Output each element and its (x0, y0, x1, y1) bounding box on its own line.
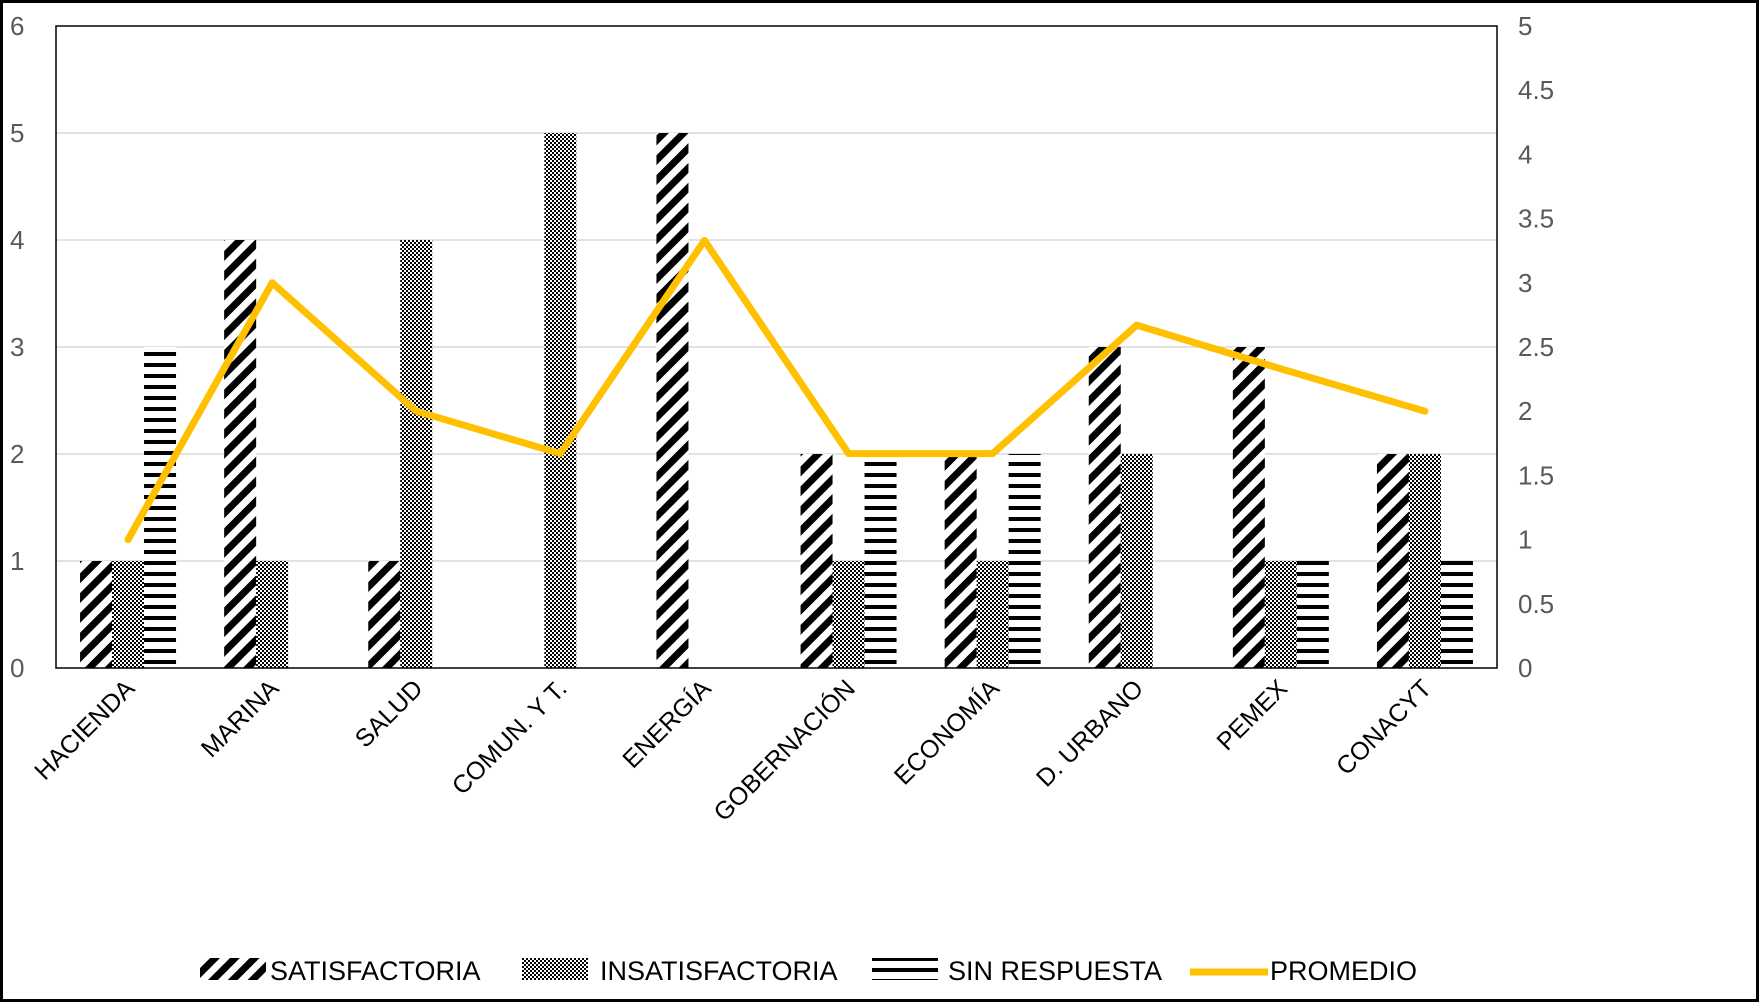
bar-insatisfactoria (832, 561, 865, 668)
y2-tick-label: 4 (1518, 139, 1532, 169)
bar-satisfactoria (1088, 347, 1121, 668)
x-tick-label: COMUN. Y T. (447, 674, 573, 800)
legend-label: SIN RESPUESTA (948, 956, 1162, 986)
bar-insatisfactoria (544, 133, 577, 668)
y2-tick-label: 5 (1518, 11, 1532, 41)
y2-tick-label: 4.5 (1518, 75, 1554, 105)
bar-insatisfactoria (400, 240, 433, 668)
bar-insatisfactoria (1120, 454, 1153, 668)
bar-satisfactoria (656, 133, 689, 668)
legend: SATISFACTORIA INSATISFACTORIA SIN RESPUEST… (200, 956, 1417, 986)
y-tick-label: 2 (10, 439, 24, 469)
y2-tick-label: 3 (1518, 268, 1532, 298)
bar-sin-respuesta (1440, 561, 1473, 668)
y2-tick-label: 3.5 (1518, 204, 1554, 234)
y-tick-label: 0 (10, 653, 24, 683)
x-tick-label: ENERGÍA (617, 674, 717, 774)
bar-satisfactoria (944, 454, 977, 668)
bar-sin-respuesta (1008, 454, 1041, 668)
y2-tick-label: 0.5 (1518, 589, 1554, 619)
legend-label: PROMEDIO (1270, 956, 1417, 986)
average-line (124, 236, 1429, 544)
y-tick-label: 6 (10, 11, 24, 41)
y-tick-label: 4 (10, 225, 24, 255)
bar-sin-respuesta (1296, 561, 1329, 668)
bar-satisfactoria (80, 561, 113, 668)
bar-insatisfactoria (976, 561, 1009, 668)
x-tick-label: HACIENDA (29, 674, 140, 785)
bar-sin-respuesta (864, 454, 897, 668)
bar-insatisfactoria (1264, 561, 1297, 668)
legend-label: INSATISFACTORIA (600, 956, 838, 986)
x-tick-label: MARINA (196, 674, 285, 763)
bar-satisfactoria (368, 561, 401, 668)
bar-insatisfactoria (1408, 454, 1441, 668)
x-tick-label: SALUD (350, 674, 429, 753)
x-tick-label: GOBERNACIÓN (708, 674, 861, 827)
y-tick-label: 5 (10, 118, 24, 148)
x-tick-label: D. URBANO (1031, 674, 1149, 792)
plot-area (55, 25, 1498, 669)
bar-satisfactoria (1376, 454, 1409, 668)
bar-satisfactoria (224, 240, 257, 668)
x-tick-label: PEMEX (1211, 674, 1293, 756)
bars (80, 133, 1473, 668)
legend-swatch (200, 958, 266, 980)
bar-satisfactoria (1232, 347, 1265, 668)
legend-swatch (522, 958, 588, 980)
y-tick-label: 3 (10, 332, 24, 362)
x-tick-label: CONACYT (1331, 674, 1437, 780)
y2-tick-label: 2.5 (1518, 332, 1554, 362)
y2-tick-label: 1.5 (1518, 460, 1554, 490)
bar-satisfactoria (800, 454, 833, 668)
legend-swatch (872, 958, 938, 980)
y2-tick-label: 2 (1518, 396, 1532, 426)
legend-label: SATISFACTORIA (270, 956, 481, 986)
y-tick-label: 1 (10, 546, 24, 576)
line-promedio (124, 236, 1429, 544)
bar-insatisfactoria (112, 561, 145, 668)
bar-insatisfactoria (256, 561, 289, 668)
x-tick-label: ECONOMÍA (888, 674, 1005, 791)
y2-tick-label: 0 (1518, 653, 1532, 683)
y2-tick-label: 1 (1518, 525, 1532, 555)
